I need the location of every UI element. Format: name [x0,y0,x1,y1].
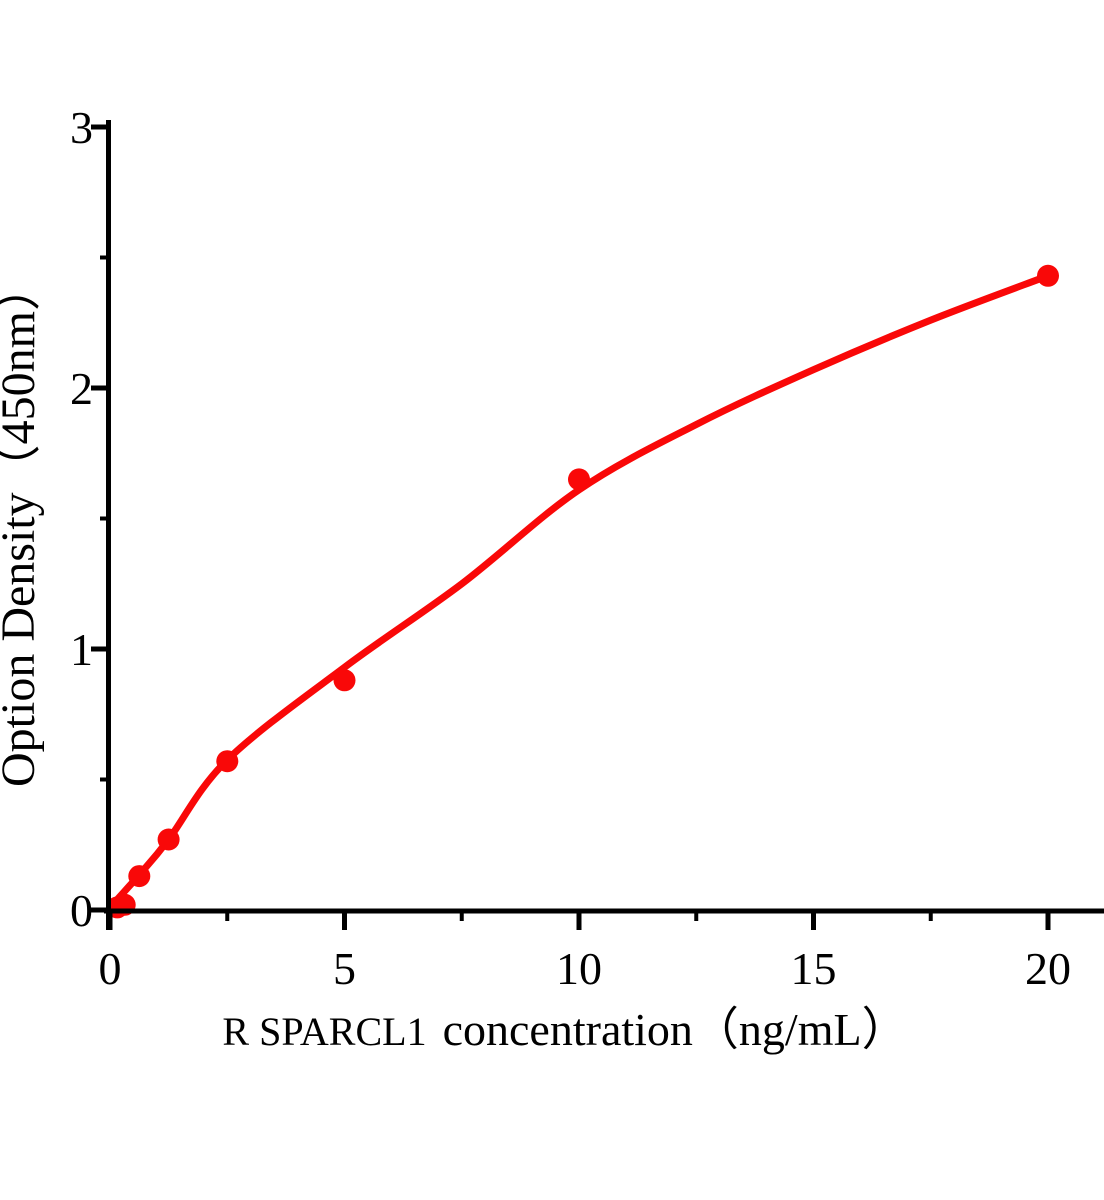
x-axis-title: R SPARCL1 concentration（ng/mL） [222,1004,907,1055]
x-tick-label: 20 [1025,943,1071,994]
y-tick-label: 2 [70,363,93,414]
data-point [128,865,151,888]
data-points-layer [106,264,1059,919]
data-point [1037,264,1059,287]
data-point [157,828,180,851]
x-tick-label: 10 [556,943,602,994]
x-tick-label: 5 [333,943,356,994]
data-point [333,669,356,692]
data-point [216,750,239,773]
tick-labels-layer: 0 5 10 15 20 0 1 2 3 [70,102,1071,994]
axes-layer [91,120,1104,930]
y-tick-label: 0 [70,885,93,936]
x-axis-title-main: concentration（ng/mL） [443,1004,908,1055]
y-tick-label: 3 [70,102,93,153]
y-tick-label: 1 [70,624,93,675]
x-tick-label: 0 [99,943,122,994]
fit-curve-line [106,272,1052,911]
fit-curve-layer [106,272,1052,911]
data-point [568,468,590,491]
y-axis-title: Option Density（450nm） [0,263,45,787]
x-axis-title-prefix: R SPARCL1 [222,1009,426,1054]
x-tick-label: 15 [791,943,837,994]
